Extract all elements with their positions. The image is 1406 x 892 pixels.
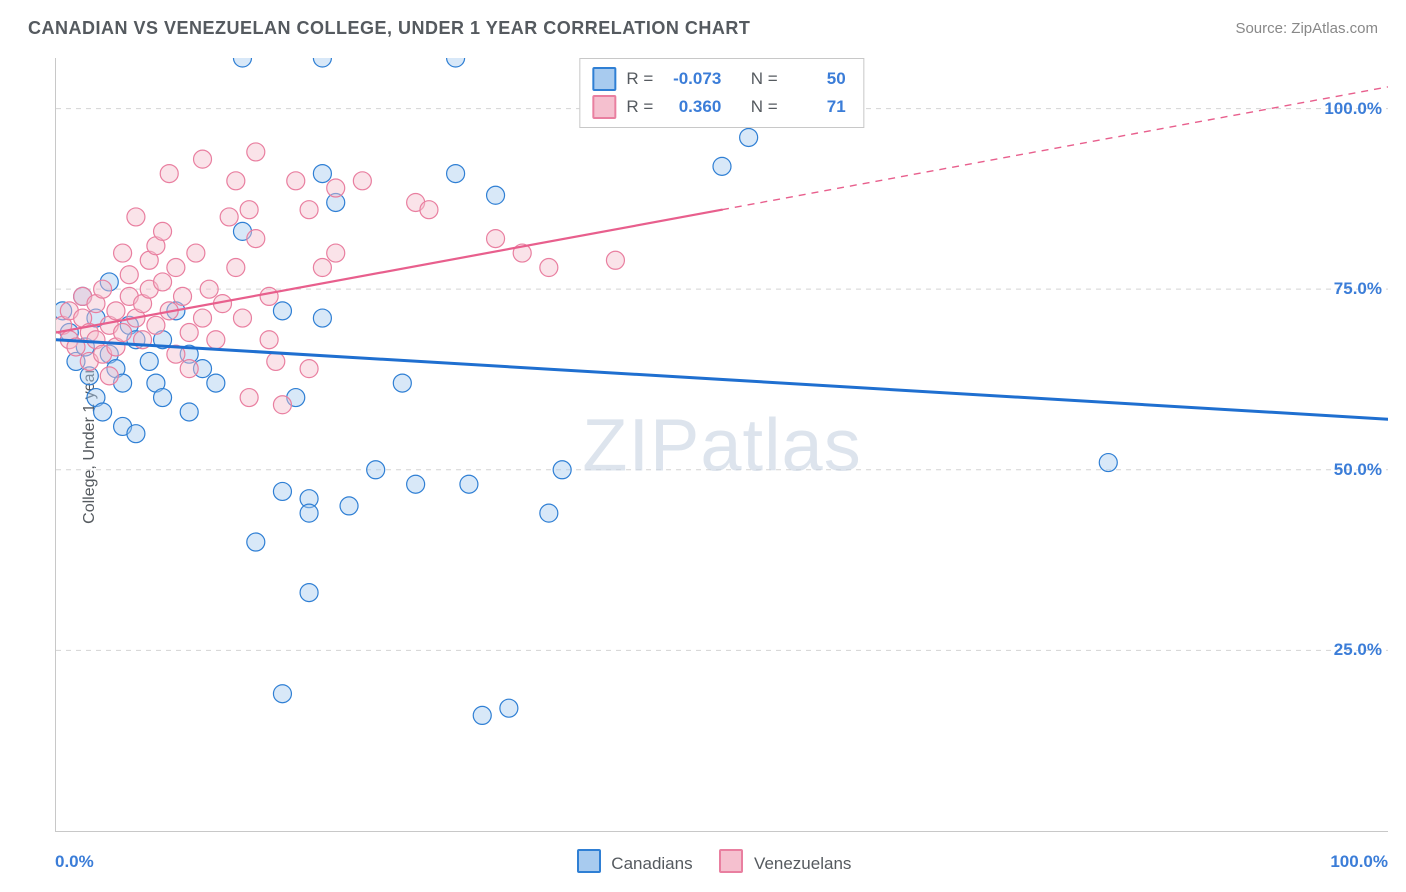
bottom-swatch-pink (719, 849, 743, 873)
legend-swatch-pink (592, 95, 616, 119)
r-label: R = (626, 93, 653, 121)
legend-swatch-blue (592, 67, 616, 91)
y-tick-label: 75.0% (1334, 279, 1382, 299)
bottom-legend: Canadians Venezuelans (0, 849, 1406, 874)
plot-area: ZIPatlas R = -0.073 N = 50 R = 0.360 N =… (55, 58, 1388, 832)
n-value-blue: 50 (788, 65, 846, 93)
top-legend-row-2: R = 0.360 N = 71 (592, 93, 845, 121)
source-label: Source: ZipAtlas.com (1235, 20, 1378, 37)
chart-title: CANADIAN VS VENEZUELAN COLLEGE, UNDER 1 … (28, 18, 750, 39)
y-tick-label: 25.0% (1334, 640, 1382, 660)
r-value-blue: -0.073 (663, 65, 721, 93)
n-label: N = (751, 65, 778, 93)
chart-svg (56, 58, 1388, 831)
y-tick-label: 100.0% (1324, 99, 1382, 119)
top-legend-row-1: R = -0.073 N = 50 (592, 65, 845, 93)
r-label: R = (626, 65, 653, 93)
bottom-legend-label-2: Venezuelans (754, 854, 851, 873)
n-label: N = (751, 93, 778, 121)
n-value-pink: 71 (788, 93, 846, 121)
bottom-legend-label-1: Canadians (611, 854, 692, 873)
r-value-pink: 0.360 (663, 93, 721, 121)
top-legend: R = -0.073 N = 50 R = 0.360 N = 71 (579, 58, 864, 128)
y-tick-label: 50.0% (1334, 460, 1382, 480)
bottom-swatch-blue (577, 849, 601, 873)
